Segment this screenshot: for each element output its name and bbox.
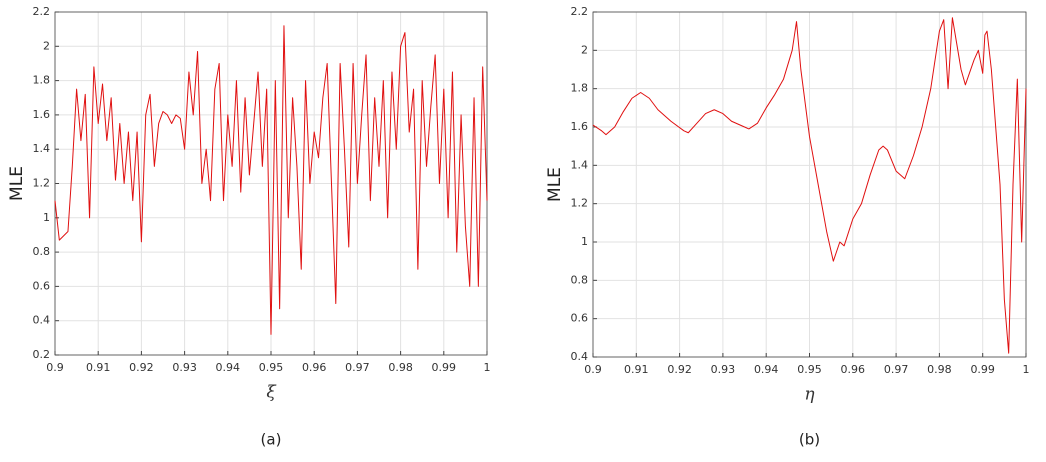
caption: (a): [261, 431, 282, 449]
x-tick-label: 0.95: [797, 363, 822, 376]
y-tick-label: 2.2: [571, 5, 589, 18]
x-tick-label: 0.97: [884, 363, 909, 376]
x-tick-label: 1: [484, 361, 491, 374]
x-tick-label: 0.91: [624, 363, 649, 376]
y-tick-label: 2.2: [33, 5, 51, 18]
x-axis-label: ξ: [266, 383, 277, 403]
x-tick-label: 0.94: [216, 361, 241, 374]
x-tick-label: 0.96: [841, 363, 866, 376]
y-tick-label: 0.8: [33, 245, 51, 258]
x-tick-label: 0.98: [388, 361, 413, 374]
x-tick-label: 0.97: [345, 361, 370, 374]
y-tick-label: 1: [43, 211, 50, 224]
x-tick-label: 0.99: [970, 363, 995, 376]
y-tick-label: 2: [581, 43, 588, 56]
x-tick-label: 0.93: [711, 363, 736, 376]
x-tick-label: 0.9: [46, 361, 64, 374]
y-tick-label: 1.8: [33, 74, 51, 87]
y-tick-label: 0.6: [571, 312, 589, 325]
x-tick-label: 0.91: [86, 361, 111, 374]
y-tick-label: 1.4: [33, 142, 51, 155]
y-tick-label: 0.4: [33, 314, 51, 327]
axes-box: [54, 11, 488, 356]
y-tick-label: 1.2: [33, 177, 51, 190]
caption: (b): [799, 431, 820, 449]
axes-box: [592, 11, 1027, 358]
y-tick-label: 0.8: [571, 273, 589, 286]
y-tick-label: 0.4: [571, 350, 589, 363]
y-tick-label: 1.2: [571, 197, 589, 210]
y-tick-label: 2: [43, 39, 50, 52]
y-tick-label: 1.8: [571, 82, 589, 95]
x-tick-label: 1: [1023, 363, 1030, 376]
x-tick-label: 0.98: [927, 363, 952, 376]
x-tick-label: 0.93: [172, 361, 197, 374]
data-line: [54, 25, 488, 335]
y-tick-label: 1: [581, 235, 588, 248]
y-tick-label: 1.6: [571, 120, 589, 133]
x-tick-label: 0.99: [432, 361, 457, 374]
x-axis-label: η: [804, 385, 815, 405]
x-tick-label: 0.95: [259, 361, 284, 374]
y-tick-label: 1.6: [33, 108, 51, 121]
y-axis-label: MLE: [7, 166, 27, 201]
data-line: [592, 17, 1027, 354]
x-tick-label: 0.92: [129, 361, 154, 374]
x-tick-label: 0.92: [667, 363, 692, 376]
y-axis-label: MLE: [545, 167, 565, 202]
x-tick-label: 0.96: [302, 361, 327, 374]
y-tick-label: 0.6: [33, 279, 51, 292]
y-tick-label: 0.2: [33, 348, 51, 361]
x-tick-label: 0.9: [584, 363, 602, 376]
y-tick-label: 1.4: [571, 158, 589, 171]
x-tick-label: 0.94: [754, 363, 779, 376]
